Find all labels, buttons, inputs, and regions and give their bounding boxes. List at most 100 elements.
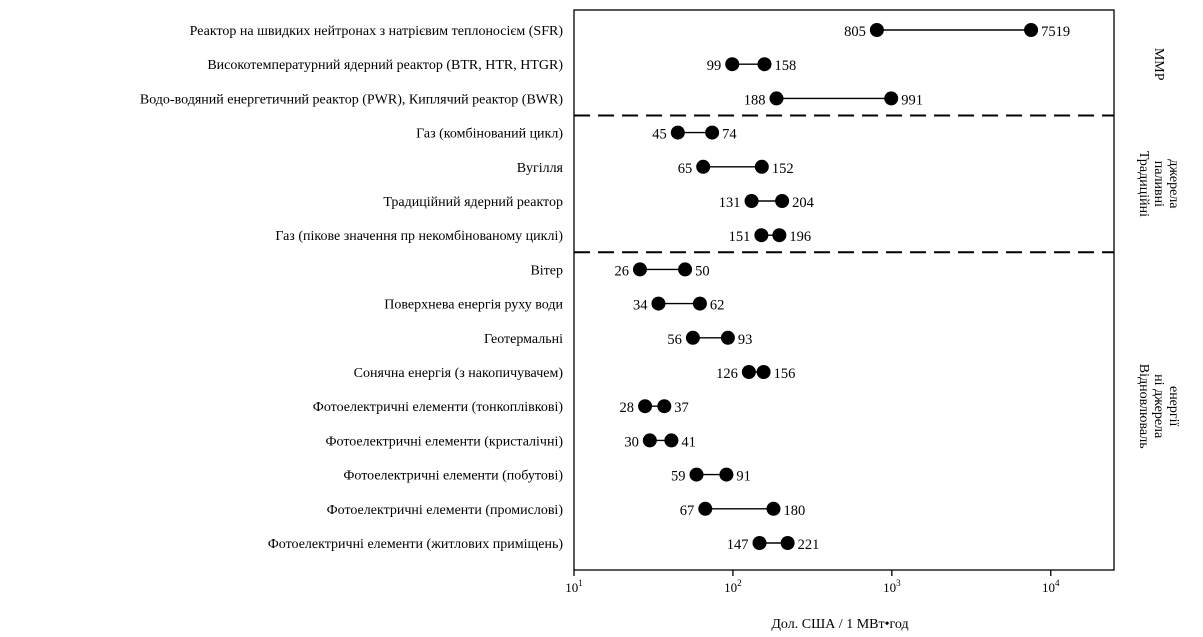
low-value-label: 56 bbox=[667, 332, 682, 348]
low-value-label: 151 bbox=[729, 229, 751, 245]
chart-row: Газ (комбінований цикл) 45 74 bbox=[416, 125, 737, 143]
high-value-label: 41 bbox=[681, 434, 696, 450]
group-separators bbox=[574, 114, 1114, 254]
low-value-dot bbox=[632, 262, 647, 277]
chart-rows: Реактор на швидких нейтронах з натрієвим… bbox=[140, 23, 1070, 553]
low-value-dot bbox=[754, 228, 769, 243]
chart-row: Фотоелектричні елементи (промислові) 67 18… bbox=[327, 501, 805, 519]
high-value-label: 152 bbox=[772, 161, 794, 177]
chart-row: Сонячна енергія (з накопичувачем) 126 156 bbox=[354, 365, 796, 382]
chart-row: Геотермальні 56 93 bbox=[484, 330, 753, 348]
low-value-label: 45 bbox=[652, 127, 667, 143]
category-label: Фотоелектричні елементи (кристалічні) bbox=[325, 434, 563, 449]
low-value-dot bbox=[689, 467, 704, 482]
group-label-line: Традиційні bbox=[1136, 151, 1151, 217]
group-label-line: енергії bbox=[1166, 386, 1181, 427]
low-value-dot bbox=[651, 296, 666, 311]
chart-row: Поверхнева енергія руху води 34 62 bbox=[384, 296, 725, 314]
chart-row: Традиційний ядерний реактор 131 204 bbox=[383, 194, 815, 211]
high-value-dot bbox=[757, 57, 772, 72]
high-value-label: 50 bbox=[695, 263, 710, 279]
low-value-label: 805 bbox=[844, 24, 866, 40]
high-value-dot bbox=[692, 296, 707, 311]
chart-row: Фотоелектричні елементи (житлових приміщ… bbox=[268, 536, 820, 553]
x-tick-label: 104 bbox=[1042, 578, 1060, 595]
category-label: Фотоелектричні елементи (побутові) bbox=[343, 469, 563, 484]
high-value-dot bbox=[772, 228, 787, 243]
low-value-label: 59 bbox=[671, 469, 686, 485]
low-value-dot bbox=[698, 501, 713, 516]
category-label: Геотермальні bbox=[484, 332, 563, 347]
low-value-label: 28 bbox=[620, 400, 635, 416]
x-tick-label: 101 bbox=[565, 578, 583, 595]
high-value-label: 37 bbox=[674, 400, 689, 416]
low-value-label: 34 bbox=[633, 298, 648, 314]
high-value-label: 156 bbox=[774, 366, 796, 382]
category-label: Вугілля bbox=[517, 161, 564, 176]
chart-row: Фотоелектричні елементи (тонкоплівкові) 2… bbox=[313, 399, 689, 416]
category-label: Реактор на швидких нейтронах з натрієвим… bbox=[190, 24, 564, 39]
chart-row: Фотоелектричні елементи (кристалічні) 30 4… bbox=[325, 433, 696, 450]
high-value-dot bbox=[678, 262, 693, 277]
high-value-label: 204 bbox=[792, 195, 815, 211]
group-label-line: ні джерела bbox=[1151, 374, 1166, 439]
low-value-dot bbox=[752, 536, 767, 550]
chart-row: Вітер 26 50 bbox=[530, 262, 710, 279]
group-label-line: паливні bbox=[1151, 161, 1166, 207]
high-value-dot bbox=[720, 330, 735, 345]
high-value-dot bbox=[1024, 23, 1039, 37]
x-tick-label: 103 bbox=[883, 578, 901, 595]
high-value-label: 93 bbox=[738, 332, 753, 348]
category-label: Високотемпературний ядерний реактор (BTR… bbox=[207, 58, 563, 73]
high-value-label: 221 bbox=[798, 537, 820, 553]
x-tick-base: 10 bbox=[565, 580, 578, 595]
category-label: Традиційний ядерний реактор bbox=[383, 195, 563, 210]
category-label: Вітер bbox=[530, 263, 563, 278]
low-value-dot bbox=[696, 159, 711, 174]
group-label-line: джерела bbox=[1166, 159, 1181, 209]
low-value-dot bbox=[741, 365, 756, 379]
group-label: Традиційніпаливніджерела bbox=[1136, 151, 1181, 217]
low-value-dot bbox=[769, 91, 784, 106]
high-value-label: 7519 bbox=[1041, 24, 1070, 40]
low-value-label: 65 bbox=[678, 161, 693, 177]
high-value-dot bbox=[884, 91, 899, 106]
x-tick-base: 10 bbox=[883, 580, 896, 595]
high-value-dot bbox=[719, 467, 734, 482]
category-label: Фотоелектричні елементи (житлових приміщ… bbox=[268, 537, 564, 552]
low-value-dot bbox=[642, 433, 657, 448]
high-value-dot bbox=[780, 536, 795, 550]
low-value-dot bbox=[670, 125, 685, 140]
low-value-label: 126 bbox=[716, 366, 738, 382]
high-value-label: 91 bbox=[736, 469, 751, 485]
low-value-dot bbox=[869, 23, 884, 37]
high-value-dot bbox=[705, 125, 720, 140]
category-label: Фотоелектричні елементи (тонкоплівкові) bbox=[313, 400, 564, 415]
low-value-dot bbox=[744, 194, 759, 208]
high-value-dot bbox=[754, 159, 769, 174]
plot-frame bbox=[573, 9, 1115, 571]
high-value-dot bbox=[766, 501, 781, 516]
low-value-dot bbox=[725, 57, 740, 72]
x-tick-exponent: 1 bbox=[578, 578, 583, 588]
low-value-dot bbox=[638, 399, 653, 414]
category-label: Поверхнева енергія руху води bbox=[384, 298, 563, 313]
x-tick-exponent: 4 bbox=[1055, 578, 1060, 588]
x-axis-label: Дол. США / 1 МВт•год bbox=[771, 617, 908, 632]
high-value-label: 180 bbox=[783, 503, 805, 519]
x-tick-exponent: 3 bbox=[896, 578, 901, 588]
chart-row: Високотемпературний ядерний реактор (BTR… bbox=[207, 57, 796, 74]
low-value-label: 147 bbox=[727, 537, 749, 553]
chart-row: Газ (пікове значення пр некомбінованому … bbox=[275, 228, 811, 245]
low-value-label: 30 bbox=[624, 434, 639, 450]
chart-row: Фотоелектричні елементи (побутові) 59 91 bbox=[343, 467, 751, 485]
low-value-label: 26 bbox=[614, 263, 629, 279]
high-value-label: 158 bbox=[774, 58, 796, 74]
category-label: Сонячна енергія (з накопичувачем) bbox=[354, 366, 564, 381]
x-tick-base: 10 bbox=[1042, 580, 1055, 595]
x-tick-exponent: 2 bbox=[737, 578, 742, 588]
high-value-label: 196 bbox=[789, 229, 811, 245]
high-value-label: 62 bbox=[710, 298, 725, 314]
chart-row: Реактор на швидких нейтронах з натрієвим… bbox=[190, 23, 1070, 40]
low-value-label: 188 bbox=[744, 92, 766, 108]
